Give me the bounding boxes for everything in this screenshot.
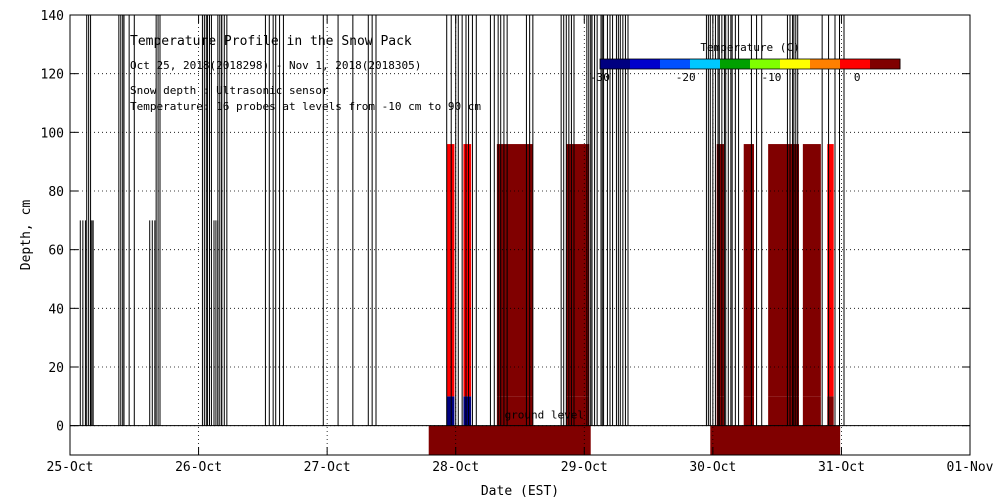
snow-depth-trace	[750, 15, 763, 426]
y-tick-label: 120	[41, 68, 64, 83]
y-tick-label: 40	[48, 302, 64, 317]
snow-depth-trace	[793, 15, 799, 426]
temperature-cell	[827, 144, 834, 397]
temperature-cell	[802, 396, 821, 426]
snow-depth-trace	[615, 15, 621, 426]
colorbar-segment	[660, 59, 691, 69]
colorbar-segment	[600, 59, 631, 69]
y-tick-label: 60	[48, 244, 64, 259]
colorbar-frame	[599, 58, 901, 70]
snow-depth-trace	[731, 15, 740, 426]
chart-note: Snow depth : Ultrasonic sensor	[130, 84, 329, 97]
snow-depth-trace	[718, 15, 725, 426]
snow-depth-trace	[712, 15, 719, 426]
snow-depth-trace	[217, 15, 223, 426]
colorbar-segment	[870, 59, 901, 69]
temperature-cell	[716, 396, 725, 426]
snow-depth-trace	[155, 15, 161, 426]
colorbar-segment	[720, 59, 751, 69]
chart-title: Temperature Profile in the Snow Pack	[130, 34, 412, 49]
snow-depth-trace	[834, 15, 845, 426]
y-tick-label: 80	[48, 185, 64, 200]
x-tick-label: 29-Oct	[561, 460, 608, 475]
y-tick-label: 20	[48, 361, 64, 376]
snow-depth-trace	[606, 15, 614, 426]
snow-depth-trace	[264, 15, 274, 426]
plot-frame	[69, 14, 971, 456]
temperature-cell	[496, 144, 533, 397]
snow-depth-trace	[275, 15, 284, 426]
temperature-cell	[716, 144, 725, 397]
y-tick-label: 0	[56, 420, 64, 435]
snow-depth-trace	[586, 15, 592, 426]
snow-depth-trace	[207, 15, 212, 426]
x-tick-label: 26-Oct	[175, 460, 222, 475]
snow-depth-trace	[622, 15, 629, 426]
y-axis-label: Depth, cm	[19, 200, 34, 271]
chart-subtitle: Oct 25, 2018(2018298) - Nov 1, 2018(2018…	[130, 59, 421, 72]
y-tick-label: 140	[41, 9, 64, 24]
temperature-cell	[446, 144, 455, 397]
snow-depth-trace	[568, 15, 575, 426]
x-tick-label: 01-Nov	[947, 460, 994, 475]
temperature-cell	[768, 396, 799, 426]
temperature-cell	[710, 425, 841, 455]
x-axis-label: Date (EST)	[481, 484, 559, 499]
snow-depth-trace	[560, 15, 567, 426]
colorbar-tick-label: -20	[676, 71, 696, 84]
snow-depth-trace	[591, 15, 598, 426]
colorbar-label: Temperature (C)	[700, 41, 799, 54]
temperature-cell	[566, 396, 590, 426]
snow-depth-trace	[221, 15, 228, 426]
chart-note: Temperature: 16 probes at levels from -1…	[130, 100, 481, 113]
snow-depth-trace	[118, 15, 124, 426]
colorbar-segment	[750, 59, 781, 69]
x-tick-label: 28-Oct	[432, 460, 479, 475]
colorbar-tick-label: -10	[761, 71, 781, 84]
snow-depth-trace	[725, 15, 732, 426]
snow-depth-trace	[213, 220, 219, 426]
colorbar-tick-label: 0	[854, 71, 861, 84]
temperature-cell	[743, 396, 754, 426]
colorbar-segment	[840, 59, 871, 69]
ground-level-label: ground level	[505, 409, 584, 422]
snow-depth-trace	[489, 15, 499, 426]
snow-depth-trace	[500, 15, 508, 426]
snow-depth-trace	[446, 15, 457, 426]
y-tick-label: 100	[41, 126, 64, 141]
snow-depth-trace	[90, 220, 94, 426]
colorbar-segment	[630, 59, 661, 69]
snow-depth-trace	[322, 15, 354, 426]
colorbar-segment	[780, 59, 811, 69]
snow-depth-trace	[79, 220, 86, 426]
x-tick-label: 31-Oct	[818, 460, 865, 475]
snow-depth-trace	[786, 15, 794, 426]
temperature-cell	[802, 144, 821, 397]
temperature-cell	[827, 396, 834, 426]
snow-depth-trace	[525, 15, 534, 426]
snow-depth-trace	[600, 15, 605, 426]
snow-depth-trace	[86, 15, 92, 426]
x-tick-label: 25-Oct	[47, 460, 94, 475]
snow-depth-trace	[468, 15, 477, 426]
colorbar-tick-label: -30	[590, 71, 610, 84]
snow-depth-trace	[457, 15, 467, 426]
temperature-cell	[428, 425, 591, 455]
snow-depth-trace	[201, 15, 207, 426]
colorbar-segment	[690, 59, 721, 69]
snow-depth-trace	[705, 15, 711, 426]
temperature-cell	[743, 144, 754, 397]
snow-depth-trace	[123, 15, 135, 426]
temperature-cell	[566, 144, 590, 397]
snow-depth-trace	[367, 15, 377, 426]
x-tick-label: 27-Oct	[304, 460, 351, 475]
snow-depth-trace	[149, 220, 156, 426]
colorbar-segment	[810, 59, 841, 69]
temperature-cell	[463, 144, 472, 397]
x-tick-label: 30-Oct	[689, 460, 736, 475]
temperature-cell	[768, 144, 799, 397]
